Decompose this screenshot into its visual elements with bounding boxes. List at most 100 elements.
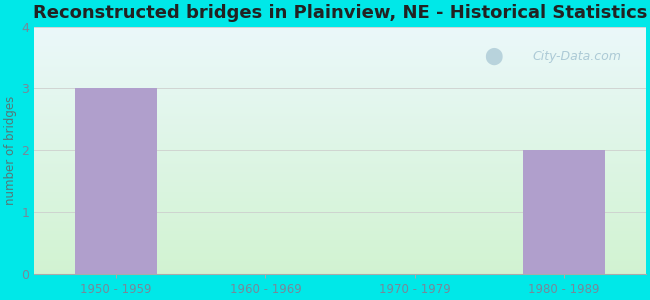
Bar bbox=[34, 192, 646, 194]
Bar bbox=[34, 175, 646, 176]
Bar bbox=[34, 217, 646, 218]
Bar bbox=[34, 232, 646, 233]
Bar bbox=[34, 229, 646, 230]
Bar bbox=[34, 259, 646, 260]
Bar bbox=[34, 187, 646, 188]
Bar bbox=[34, 219, 646, 220]
Bar bbox=[34, 30, 646, 31]
Bar bbox=[34, 144, 646, 145]
Bar bbox=[34, 244, 646, 245]
Bar bbox=[34, 166, 646, 167]
Bar bbox=[34, 96, 646, 97]
Bar bbox=[34, 205, 646, 206]
Bar bbox=[34, 104, 646, 106]
Bar bbox=[34, 75, 646, 76]
Bar bbox=[34, 43, 646, 44]
Bar bbox=[34, 72, 646, 74]
Bar bbox=[34, 248, 646, 249]
Bar bbox=[34, 165, 646, 166]
Bar bbox=[34, 29, 646, 30]
Bar bbox=[34, 58, 646, 60]
Bar bbox=[34, 170, 646, 171]
Bar bbox=[34, 111, 646, 112]
Bar bbox=[34, 39, 646, 40]
Bar bbox=[34, 145, 646, 146]
Bar bbox=[34, 216, 646, 217]
Bar bbox=[34, 65, 646, 66]
Bar bbox=[34, 164, 646, 165]
Bar bbox=[34, 156, 646, 158]
Bar bbox=[34, 112, 646, 113]
Bar bbox=[34, 270, 646, 271]
Bar bbox=[34, 122, 646, 123]
Bar bbox=[34, 71, 646, 72]
Bar bbox=[34, 209, 646, 211]
Bar bbox=[34, 185, 646, 186]
Bar bbox=[34, 167, 646, 169]
Bar bbox=[34, 158, 646, 159]
Bar bbox=[34, 33, 646, 34]
Bar bbox=[34, 180, 646, 181]
Bar bbox=[34, 243, 646, 244]
Bar bbox=[34, 103, 646, 104]
Bar bbox=[34, 138, 646, 139]
Bar bbox=[34, 40, 646, 41]
Bar bbox=[34, 90, 646, 91]
Bar bbox=[34, 83, 646, 85]
Bar bbox=[34, 190, 646, 191]
Bar bbox=[34, 51, 646, 52]
Bar bbox=[34, 196, 646, 197]
Bar bbox=[34, 191, 646, 192]
Bar bbox=[34, 50, 646, 51]
Bar bbox=[34, 26, 646, 28]
Bar bbox=[34, 242, 646, 243]
Bar bbox=[34, 128, 646, 129]
Bar bbox=[34, 94, 646, 96]
Bar bbox=[34, 77, 646, 78]
Bar bbox=[34, 149, 646, 150]
Bar bbox=[34, 233, 646, 234]
Bar bbox=[34, 135, 646, 136]
Bar bbox=[34, 273, 646, 274]
Bar bbox=[34, 130, 646, 132]
Bar bbox=[34, 113, 646, 114]
Bar bbox=[34, 197, 646, 198]
Bar bbox=[34, 238, 646, 239]
Bar bbox=[34, 240, 646, 242]
Bar bbox=[34, 38, 646, 39]
Bar bbox=[34, 114, 646, 116]
Bar bbox=[34, 220, 646, 222]
Bar bbox=[34, 108, 646, 109]
Bar bbox=[34, 224, 646, 226]
Bar bbox=[34, 237, 646, 238]
Bar bbox=[34, 134, 646, 135]
Bar bbox=[34, 98, 646, 100]
Bar bbox=[34, 154, 646, 155]
Bar bbox=[34, 82, 646, 83]
Bar bbox=[34, 153, 646, 154]
Bar bbox=[34, 62, 646, 64]
Bar bbox=[34, 139, 646, 140]
Bar bbox=[34, 256, 646, 258]
Bar bbox=[34, 92, 646, 93]
Bar bbox=[34, 85, 646, 86]
Bar bbox=[34, 116, 646, 117]
Bar bbox=[34, 178, 646, 180]
Y-axis label: number of bridges: number of bridges bbox=[4, 95, 17, 205]
Bar bbox=[34, 194, 646, 195]
Bar bbox=[34, 107, 646, 108]
Bar bbox=[34, 176, 646, 177]
Bar bbox=[34, 218, 646, 219]
Bar bbox=[34, 81, 646, 82]
Bar bbox=[34, 181, 646, 182]
Bar bbox=[34, 200, 646, 201]
Bar bbox=[34, 127, 646, 128]
Bar bbox=[34, 45, 646, 46]
Bar bbox=[34, 102, 646, 103]
Bar bbox=[34, 125, 646, 127]
Bar bbox=[34, 234, 646, 236]
Bar bbox=[34, 97, 646, 98]
Bar bbox=[34, 124, 646, 125]
Bar bbox=[34, 54, 646, 55]
Title: Reconstructed bridges in Plainview, NE - Historical Statistics: Reconstructed bridges in Plainview, NE -… bbox=[33, 4, 647, 22]
